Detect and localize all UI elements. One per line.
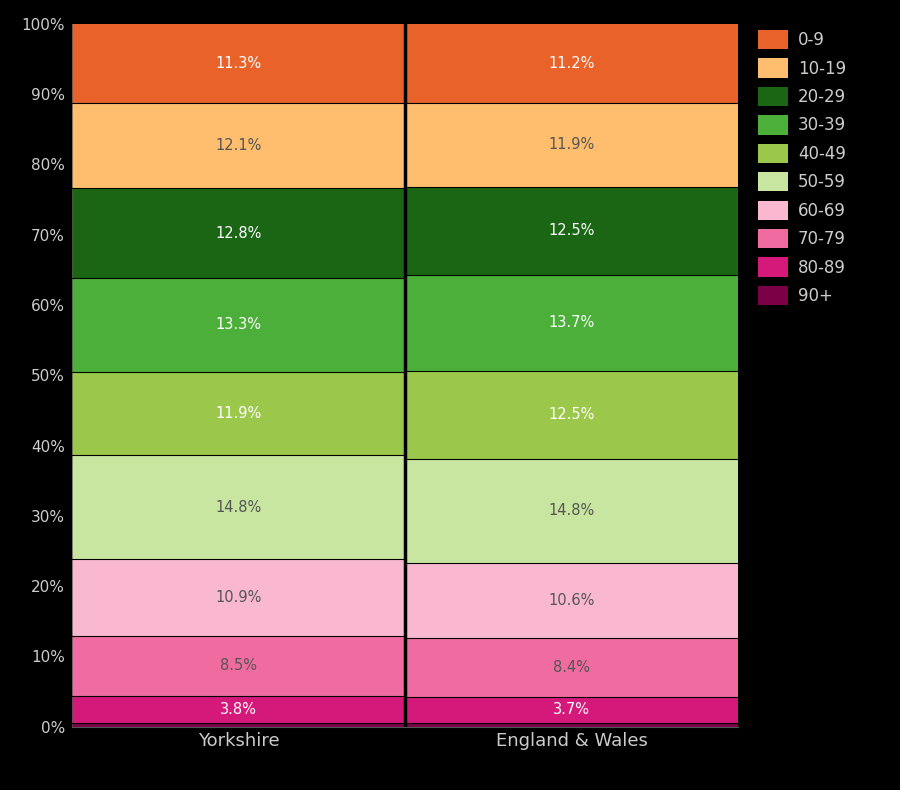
Text: 11.9%: 11.9% [548, 137, 595, 152]
Text: 11.2%: 11.2% [548, 56, 595, 71]
Text: 12.8%: 12.8% [215, 226, 262, 241]
Bar [72, 372, 405, 455]
Bar [72, 24, 405, 103]
Bar [405, 638, 738, 697]
Bar [72, 278, 405, 372]
Legend: 0-9, 10-19, 20-29, 30-39, 40-49, 50-59, 60-69, 70-79, 80-89, 90+: 0-9, 10-19, 20-29, 30-39, 40-49, 50-59, … [753, 25, 851, 310]
Text: 3.8%: 3.8% [220, 702, 256, 717]
Bar [405, 186, 738, 275]
Text: 11.3%: 11.3% [215, 56, 262, 71]
Text: 13.3%: 13.3% [215, 318, 262, 333]
Bar [405, 371, 738, 459]
Bar [405, 275, 738, 371]
Bar [72, 723, 405, 727]
Text: 8.5%: 8.5% [220, 659, 257, 674]
Text: 12.1%: 12.1% [215, 138, 262, 153]
Bar [405, 723, 738, 727]
Text: 12.5%: 12.5% [548, 408, 595, 423]
Text: 11.9%: 11.9% [215, 406, 262, 421]
Bar [72, 696, 405, 723]
Text: 14.8%: 14.8% [215, 500, 262, 515]
Bar [72, 455, 405, 559]
Bar [405, 24, 738, 103]
Bar [405, 459, 738, 563]
Bar [72, 103, 405, 188]
Bar [72, 188, 405, 278]
Text: 12.5%: 12.5% [548, 224, 595, 239]
Text: 8.4%: 8.4% [553, 660, 590, 675]
Bar [405, 563, 738, 638]
Text: 10.6%: 10.6% [548, 592, 595, 608]
Text: 14.8%: 14.8% [548, 503, 595, 518]
Bar [405, 697, 738, 723]
Bar [405, 103, 738, 186]
Text: 13.7%: 13.7% [548, 315, 595, 330]
Text: 3.7%: 3.7% [553, 702, 590, 717]
Text: 10.9%: 10.9% [215, 590, 262, 605]
Bar [72, 636, 405, 696]
Bar [72, 559, 405, 636]
